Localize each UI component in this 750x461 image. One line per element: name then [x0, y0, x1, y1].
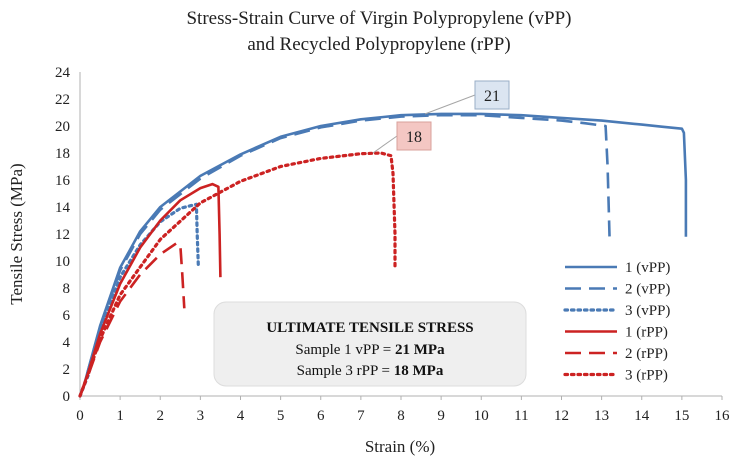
y-tick-label: 18 [55, 146, 70, 162]
legend-label: 3 (vPP) [625, 303, 670, 319]
info-box-heading: ULTIMATE TENSILE STRESS [266, 320, 473, 336]
x-axis-title: Strain (%) [365, 437, 435, 456]
y-tick-label: 20 [55, 119, 70, 135]
y-tick-label: 22 [55, 92, 70, 108]
x-tick-label: 8 [397, 408, 405, 424]
series-lines [78, 112, 688, 398]
legend-label: 2 (rPP) [625, 346, 668, 362]
x-tick-label: 14 [634, 408, 650, 424]
y-tick-label: 8 [63, 281, 71, 297]
x-tick-label: 9 [437, 408, 445, 424]
info-box-line-1: Sample 1 vPP = 21 MPa [295, 342, 445, 358]
x-tick-label: 15 [674, 408, 689, 424]
x-tick-label: 3 [197, 408, 205, 424]
series-line-5 [78, 242, 186, 397]
chart-subtitle: and Recycled Polypropylene (rPP) [247, 34, 510, 55]
legend-label: 3 (rPP) [625, 368, 668, 384]
y-tick-label: 6 [63, 308, 71, 324]
callout-label: 21 [484, 88, 500, 105]
series-line-6 [78, 151, 397, 398]
y-tick-label: 16 [55, 173, 71, 189]
legend: 1 (vPP) 2 (vPP) 3 (vPP) 1 (rPP) 2 (rPP) 3 (rP… [563, 260, 670, 384]
legend-label: 2 (vPP) [625, 282, 670, 298]
series-line-2 [78, 113, 611, 397]
legend-label: 1 (vPP) [625, 260, 670, 276]
x-tick-label: 1 [116, 408, 124, 424]
callout-leader [372, 135, 398, 154]
y-tick-label: 0 [63, 389, 71, 405]
x-tick-label: 12 [554, 408, 569, 424]
callout-label: 18 [406, 129, 422, 146]
info-box-background [213, 301, 527, 387]
x-tick-label: 2 [157, 408, 165, 424]
series-line-4 [78, 182, 222, 397]
series-line-1 [78, 112, 688, 397]
x-tick-label: 10 [474, 408, 489, 424]
x-tick-label: 7 [357, 408, 365, 424]
x-tick-label: 16 [715, 408, 731, 424]
y-tick-label: 14 [55, 200, 71, 216]
info-box-line-1-prefix: Sample 1 vPP = [295, 342, 395, 358]
y-tick-label: 12 [55, 227, 70, 243]
x-tick-label: 4 [237, 408, 245, 424]
peak-callouts: 21 18 [372, 80, 510, 154]
callout-box [474, 80, 510, 110]
info-box-line-2: Sample 3 rPP = 18 MPa [297, 363, 444, 379]
y-tick-label: 10 [55, 254, 70, 270]
x-tick-label: 6 [317, 408, 325, 424]
y-tick-label: 24 [55, 65, 71, 81]
x-tick-label: 13 [594, 408, 609, 424]
x-tick-label: 5 [277, 408, 285, 424]
info-box-line-2-prefix: Sample 3 rPP = [297, 363, 394, 379]
y-tick-label: 2 [63, 362, 71, 378]
info-box-line-2-value: 18 MPa [394, 363, 444, 379]
chart-title: Stress-Strain Curve of Virgin Polypropyl… [186, 8, 571, 29]
callout-box [396, 121, 432, 151]
info-box-line-1-value: 21 MPa [395, 342, 445, 358]
callout-leader [424, 94, 476, 115]
x-tick-label: 0 [76, 408, 84, 424]
ultimate-tensile-stress-box: ULTIMATE TENSILE STRESS Sample 1 vPP = 2… [213, 301, 527, 387]
legend-label: 1 (rPP) [625, 325, 668, 341]
y-tick-label: 4 [63, 335, 71, 351]
x-tick-label: 11 [514, 408, 528, 424]
x-tick-labels: 0 1 2 3 4 5 6 7 8 9 10 11 12 13 14 15 16 [76, 396, 730, 424]
y-axis-title: Tensile Stress (MPa) [7, 163, 26, 304]
